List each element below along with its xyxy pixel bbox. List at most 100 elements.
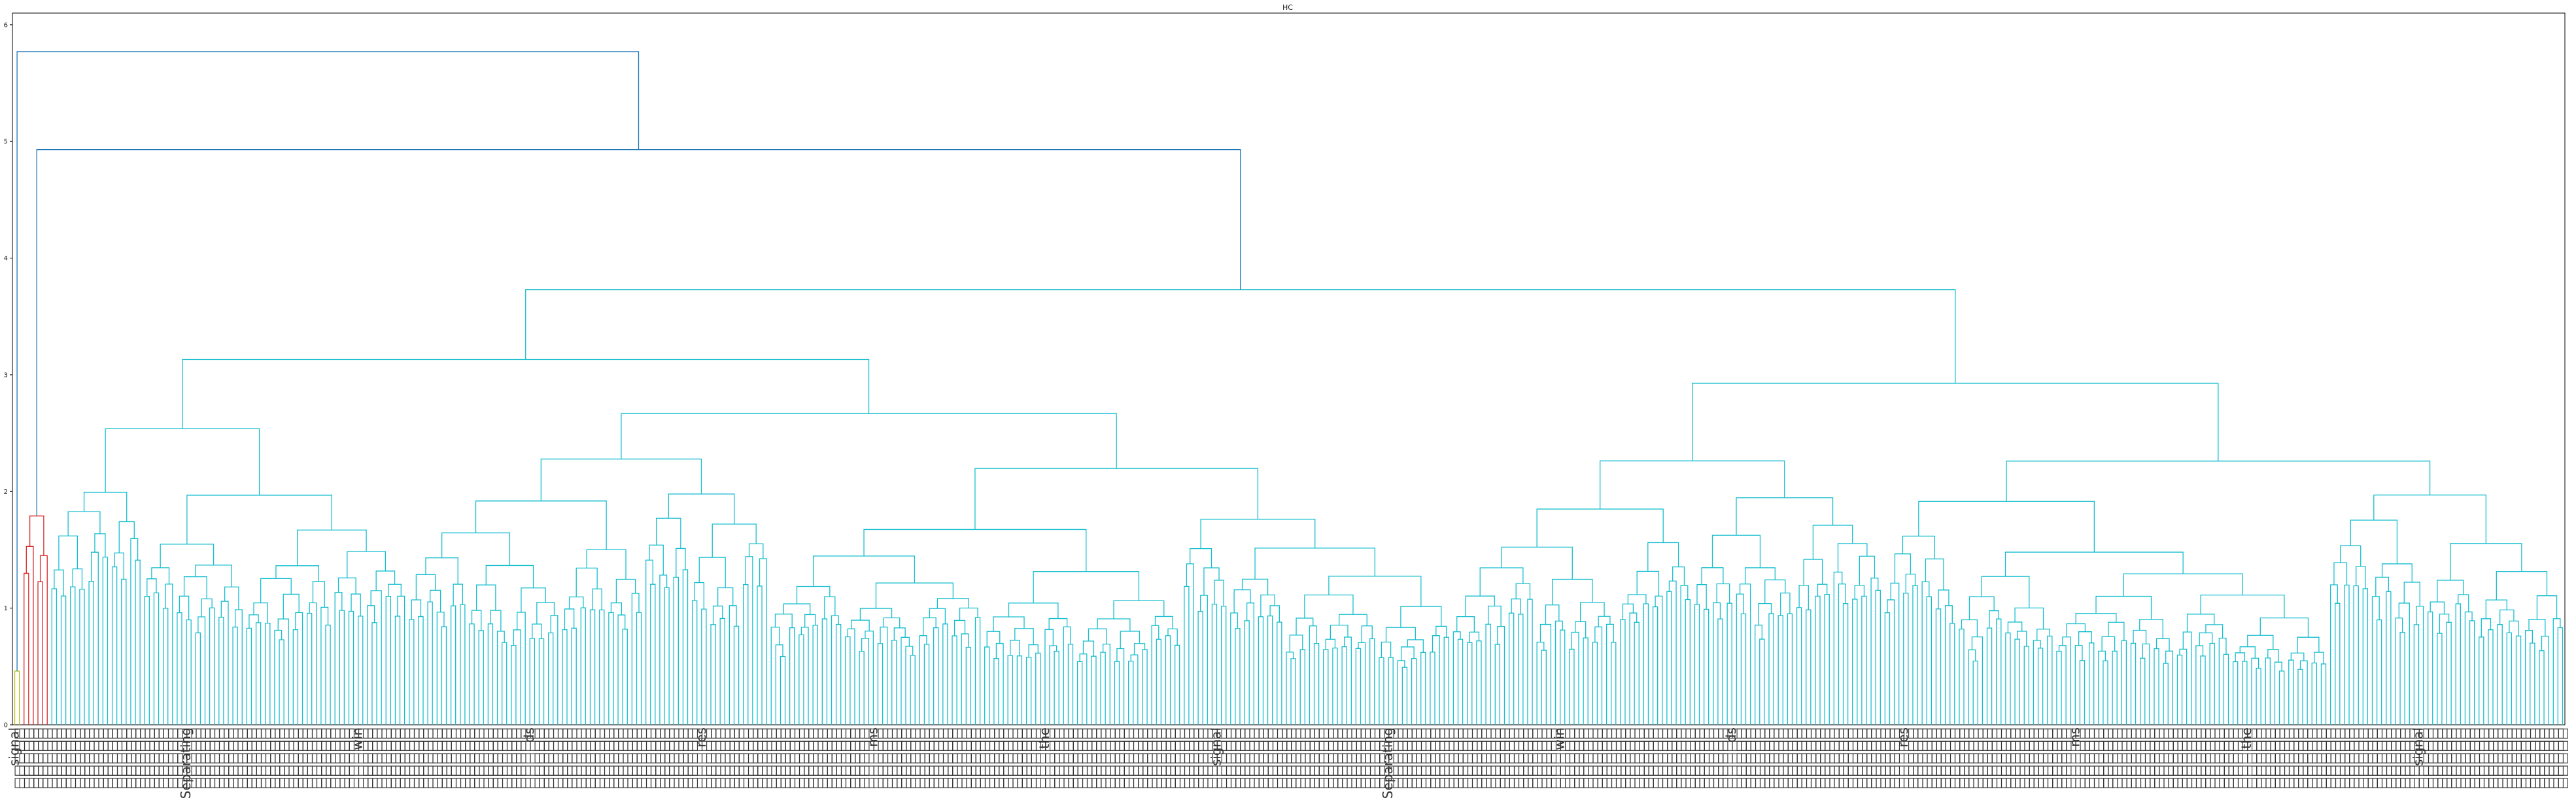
leaf-label: □□□□□ <box>656 727 672 789</box>
leaf-label: □□□□□ <box>2350 727 2365 789</box>
dendrogram-link <box>800 627 809 725</box>
leaf-label: □□□□□ <box>572 727 588 789</box>
leaf-label: □□□□□ <box>2549 727 2565 789</box>
leaf-label: □□□□□ <box>1584 727 1600 789</box>
leaf-label: □□□□□ <box>911 727 927 789</box>
dendrogram-link <box>1694 604 1700 725</box>
leaf-label: □□□□□ <box>405 727 421 789</box>
leaf-label: □□□□□ <box>1501 727 1517 789</box>
dendrogram-link <box>1435 625 1447 638</box>
dendrogram-link <box>719 618 725 725</box>
leaf-label: □□□□□ <box>962 727 978 789</box>
dendrogram-link <box>26 546 34 725</box>
dendrogram-link <box>2450 543 2522 581</box>
dendrogram-link <box>1798 585 1809 610</box>
leaf-label: □□□□□ <box>610 727 625 789</box>
leaf-label: □□□□□ <box>1904 727 1920 789</box>
leaf-label: □□□□□ <box>651 727 667 789</box>
leaf-label: □□□□□ <box>1607 727 1623 789</box>
dendrogram-link <box>575 567 598 597</box>
dendrogram-link <box>1971 636 1984 725</box>
leaf-label: □□□□□ <box>354 727 370 789</box>
dendrogram-link <box>1476 640 1482 725</box>
leaf-label: signal <box>2410 727 2426 766</box>
leaf-label: □□□□□ <box>972 727 987 789</box>
dendrogram-link <box>919 635 927 725</box>
leaf-label: □□□□□ <box>2243 727 2259 789</box>
leaf-label: □□□□□ <box>1306 727 1322 789</box>
leaf-label: □□□□□ <box>182 727 198 789</box>
y-tick-label: 2 <box>4 489 8 496</box>
leaf-label: □□□□□ <box>2322 727 2338 789</box>
leaf-label: □□□□□ <box>433 727 449 789</box>
leaf-label: □□□□□ <box>1594 727 1609 789</box>
leaf-label: □□□□□ <box>313 727 328 789</box>
dendrogram-link <box>1479 567 1524 597</box>
dendrogram-link <box>1116 648 1125 725</box>
leaf-label: □□□□□ <box>2373 727 2389 789</box>
leaf-label: □□□□□ <box>1027 727 1043 789</box>
leaf-label: □□□□□ <box>869 727 885 789</box>
dendrogram-link <box>1457 638 1464 725</box>
dendrogram-link <box>2155 638 2170 652</box>
dendrogram-link <box>586 549 627 580</box>
dendrogram-link <box>851 619 870 631</box>
leaf-label: □□□□□ <box>2104 727 2120 789</box>
leaf-label: □□□□□ <box>1640 727 1655 789</box>
leaf-label: □□□□□ <box>577 727 592 789</box>
dendrogram-link <box>608 612 614 725</box>
leaf-label: □□□□□ <box>317 727 333 789</box>
dendrogram-link <box>2496 571 2548 601</box>
leaf-label: □□□□□ <box>614 727 630 789</box>
leaf-label: □□□□□ <box>2290 727 2305 789</box>
dendrogram-link <box>1296 618 1314 635</box>
leaf-label: Separating <box>178 727 194 799</box>
dendrogram-link <box>1545 604 1560 625</box>
leaf-label: □□□□□ <box>2443 727 2458 789</box>
leaf-label: □□□□□ <box>795 727 811 789</box>
leaf-label: □□□□□ <box>1617 727 1632 789</box>
leaf-label: □□□□□ <box>53 727 69 789</box>
leaf-label: □□□□□ <box>995 727 1010 789</box>
dendrogram-link <box>1938 589 1949 609</box>
dendrogram-link <box>984 646 990 725</box>
leaf-label: the <box>2239 727 2254 749</box>
dendrogram-link <box>2199 632 2213 646</box>
dendrogram-link <box>358 616 364 725</box>
leaf-label: □□□□□ <box>2197 727 2212 789</box>
dendrogram-link <box>1854 584 1865 599</box>
dendrogram-link <box>2179 648 2188 725</box>
leaf-label: □□□□□ <box>2494 727 2509 789</box>
y-tick-label: 5 <box>4 139 8 146</box>
leaf-label: □□□□□ <box>1324 727 1340 789</box>
dendrogram-link <box>1269 605 1280 623</box>
dendrogram-link <box>745 556 753 725</box>
leaf-label: win <box>350 727 366 750</box>
dendrogram-link <box>186 619 192 725</box>
dendrogram-link <box>79 589 85 725</box>
dendrogram-link <box>471 610 482 631</box>
leaf-label: □□□□□ <box>58 727 73 789</box>
leaf-label: □□□□□ <box>1069 727 1085 789</box>
leaf-label: □□□□□ <box>2438 727 2454 789</box>
leaf-label: □□□□□ <box>206 727 222 789</box>
dendrogram-link <box>1420 652 1426 725</box>
leaf-label: □□□□□ <box>2489 727 2505 789</box>
leaf-label: □□□□□ <box>2517 727 2533 789</box>
leaf-label: □□□□□ <box>2415 727 2431 789</box>
dendrogram-link <box>2437 633 2443 725</box>
leaf-label: □□□□□ <box>494 727 509 789</box>
dendrogram-link <box>929 608 946 624</box>
leaf-label: □□□□□ <box>1668 727 1683 789</box>
dendrogram-link <box>1497 626 1505 725</box>
leaf-label: □□□□□ <box>670 727 685 789</box>
leaf-label: □□□□□ <box>2331 727 2347 789</box>
dendrogram-link <box>923 617 936 636</box>
y-tick-label: 1 <box>4 605 8 612</box>
leaf-label: □□□□□ <box>364 727 379 789</box>
dendrogram-link <box>513 629 521 725</box>
leaf-label: □□□□□ <box>1719 727 1734 789</box>
dendrogram-link <box>974 617 981 725</box>
dendrogram-link <box>1014 628 1034 645</box>
leaf-label: □□□□□ <box>823 727 839 789</box>
